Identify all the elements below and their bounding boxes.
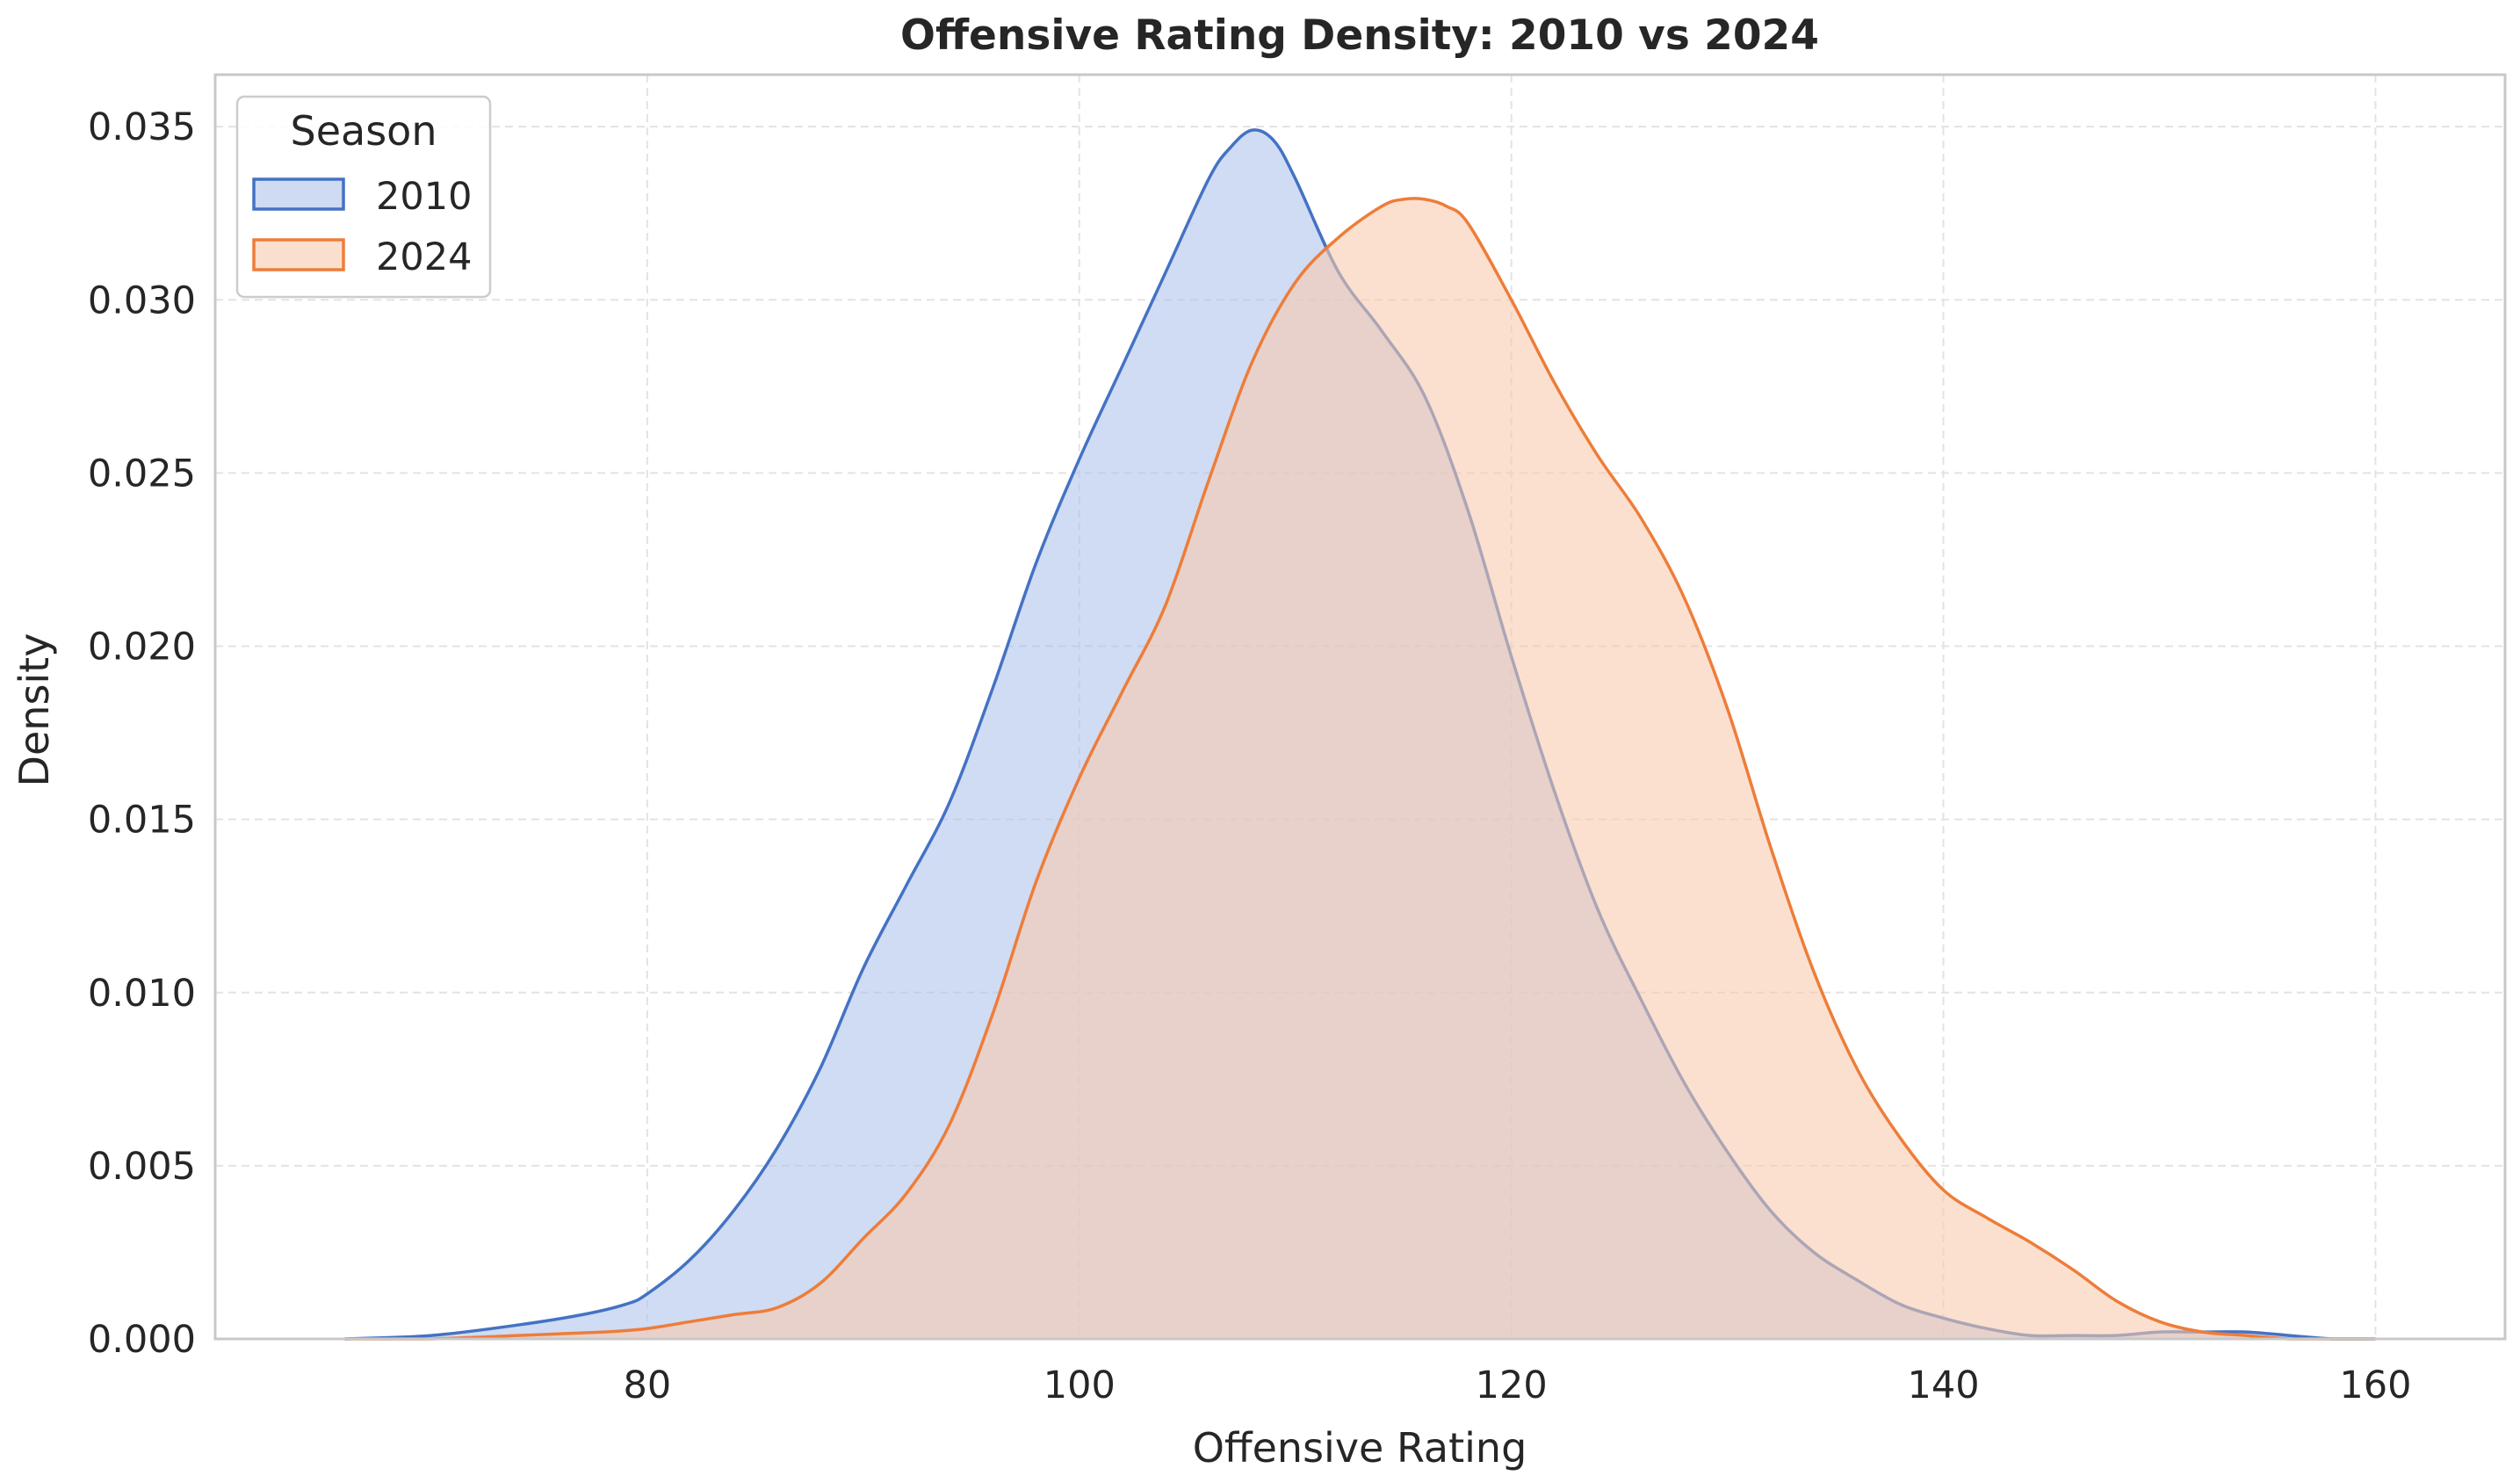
x-tick-label-160: 160 bbox=[2339, 1364, 2411, 1407]
plot-frame bbox=[213, 73, 2507, 1341]
y-tick-label-0.020: 0.020 bbox=[88, 626, 196, 669]
y-tick-label-0.015: 0.015 bbox=[88, 799, 196, 843]
x-tick-label-100: 100 bbox=[1043, 1364, 1116, 1407]
y-tick-label-0.005: 0.005 bbox=[88, 1145, 196, 1189]
x-axis-label: Offensive Rating bbox=[1193, 1424, 1527, 1472]
chart-title: Offensive Rating Density: 2010 vs 2024 bbox=[900, 11, 1819, 60]
legend-label-2024: 2024 bbox=[376, 235, 472, 279]
x-tick-label-140: 140 bbox=[1908, 1364, 1980, 1407]
legend-label-2010: 2010 bbox=[376, 175, 472, 219]
legend: Season 2010 2024 bbox=[235, 95, 492, 299]
y-tick-label-0.030: 0.030 bbox=[88, 279, 196, 322]
legend-swatch-2010 bbox=[252, 177, 345, 211]
x-tick-label-120: 120 bbox=[1476, 1364, 1548, 1407]
y-tick-label-0.000: 0.000 bbox=[88, 1318, 196, 1362]
y-axis-label: Density bbox=[11, 633, 58, 787]
density-areas bbox=[344, 128, 2376, 1341]
y-tick-label-0.010: 0.010 bbox=[88, 972, 196, 1016]
legend-title: Season bbox=[291, 107, 437, 155]
density-line-2024 bbox=[344, 197, 2376, 1341]
legend-swatch-2024 bbox=[252, 238, 345, 271]
y-tick-label-0.025: 0.025 bbox=[88, 452, 196, 496]
y-tick-label-0.035: 0.035 bbox=[88, 105, 196, 149]
x-tick-label-80: 80 bbox=[624, 1364, 672, 1407]
axis-ticks: 80 100 120 140 160 0.000 0.005 0.010 0.015 0.020 0… bbox=[88, 105, 2412, 1407]
density-area-2024 bbox=[344, 198, 2376, 1339]
